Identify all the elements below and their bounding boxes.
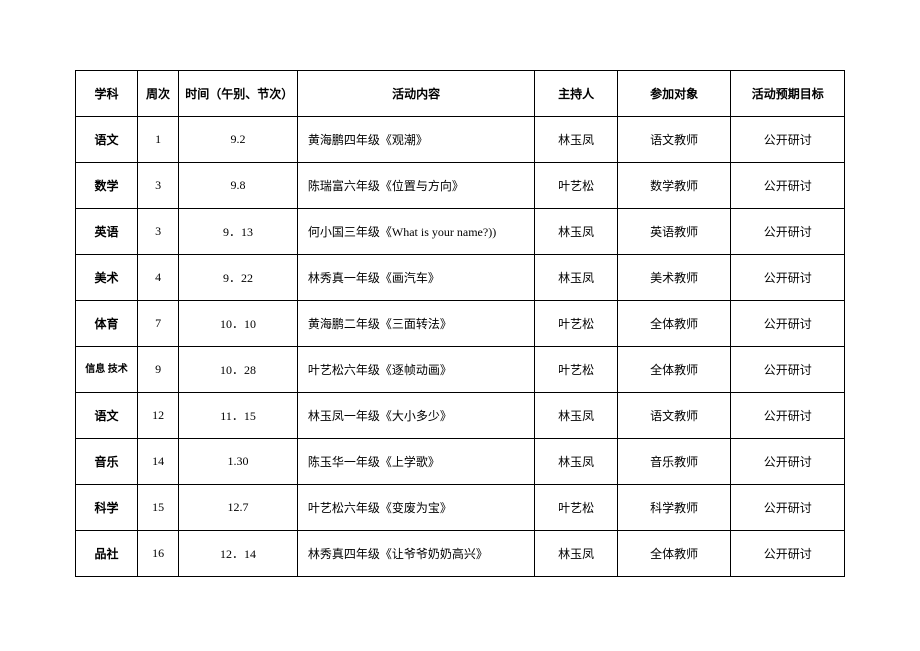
table-body: 语文 1 9.2 黄海鹏四年级《观潮》 林玉凤 语文教师 公开研讨 数学 3 9… [76, 117, 845, 577]
header-subject: 学科 [76, 71, 138, 117]
header-participant: 参加对象 [617, 71, 731, 117]
cell-goal: 公开研讨 [731, 117, 845, 163]
cell-week: 4 [137, 255, 178, 301]
cell-participant: 全体教师 [617, 301, 731, 347]
cell-goal: 公开研讨 [731, 163, 845, 209]
table-row: 语文 12 11．15 林玉凤一年级《大小多少》 林玉凤 语文教师 公开研讨 [76, 393, 845, 439]
cell-time: 9．22 [179, 255, 298, 301]
cell-subject: 体育 [76, 301, 138, 347]
cell-activity: 陈瑞富六年级《位置与方向》 [297, 163, 534, 209]
cell-week: 3 [137, 163, 178, 209]
table-row: 语文 1 9.2 黄海鹏四年级《观潮》 林玉凤 语文教师 公开研讨 [76, 117, 845, 163]
cell-goal: 公开研讨 [731, 393, 845, 439]
table-row: 英语 3 9．13 何小国三年级《What is your name?)) 林玉… [76, 209, 845, 255]
cell-activity: 林秀真一年级《画汽车》 [297, 255, 534, 301]
cell-subject: 信息 技术 [76, 347, 138, 393]
cell-week: 1 [137, 117, 178, 163]
cell-host: 林玉凤 [535, 393, 618, 439]
cell-goal: 公开研讨 [731, 255, 845, 301]
cell-activity: 林玉凤一年级《大小多少》 [297, 393, 534, 439]
cell-goal: 公开研讨 [731, 301, 845, 347]
cell-goal: 公开研讨 [731, 439, 845, 485]
cell-participant: 科学教师 [617, 485, 731, 531]
cell-host: 叶艺松 [535, 485, 618, 531]
cell-week: 9 [137, 347, 178, 393]
cell-goal: 公开研讨 [731, 531, 845, 577]
cell-goal: 公开研讨 [731, 347, 845, 393]
cell-week: 14 [137, 439, 178, 485]
cell-week: 3 [137, 209, 178, 255]
cell-time: 10．10 [179, 301, 298, 347]
cell-week: 15 [137, 485, 178, 531]
table-row: 科学 15 12.7 叶艺松六年级《变废为宝》 叶艺松 科学教师 公开研讨 [76, 485, 845, 531]
cell-host: 林玉凤 [535, 439, 618, 485]
cell-subject: 品社 [76, 531, 138, 577]
cell-time: 1.30 [179, 439, 298, 485]
header-activity: 活动内容 [297, 71, 534, 117]
cell-subject: 科学 [76, 485, 138, 531]
table-row: 美术 4 9．22 林秀真一年级《画汽车》 林玉凤 美术教师 公开研讨 [76, 255, 845, 301]
cell-participant: 全体教师 [617, 531, 731, 577]
header-host: 主持人 [535, 71, 618, 117]
cell-subject: 数学 [76, 163, 138, 209]
cell-participant: 美术教师 [617, 255, 731, 301]
table-row: 品社 16 12．14 林秀真四年级《让爷爷奶奶高兴》 林玉凤 全体教师 公开研… [76, 531, 845, 577]
cell-subject: 语文 [76, 393, 138, 439]
cell-subject: 英语 [76, 209, 138, 255]
cell-time: 12．14 [179, 531, 298, 577]
header-row: 学科 周次 时间（午别、节次） 活动内容 主持人 参加对象 活动预期目标 [76, 71, 845, 117]
cell-week: 16 [137, 531, 178, 577]
cell-subject: 美术 [76, 255, 138, 301]
cell-subject: 语文 [76, 117, 138, 163]
cell-time: 12.7 [179, 485, 298, 531]
cell-host: 林玉凤 [535, 531, 618, 577]
cell-activity: 何小国三年级《What is your name?)) [297, 209, 534, 255]
schedule-table: 学科 周次 时间（午别、节次） 活动内容 主持人 参加对象 活动预期目标 语文 … [75, 70, 845, 577]
table-row: 数学 3 9.8 陈瑞富六年级《位置与方向》 叶艺松 数学教师 公开研讨 [76, 163, 845, 209]
cell-week: 12 [137, 393, 178, 439]
cell-time: 9．13 [179, 209, 298, 255]
cell-participant: 语文教师 [617, 393, 731, 439]
cell-time: 11．15 [179, 393, 298, 439]
cell-activity: 叶艺松六年级《逐帧动画》 [297, 347, 534, 393]
cell-host: 叶艺松 [535, 347, 618, 393]
header-goal: 活动预期目标 [731, 71, 845, 117]
cell-participant: 英语教师 [617, 209, 731, 255]
cell-time: 10．28 [179, 347, 298, 393]
cell-time: 9.8 [179, 163, 298, 209]
cell-activity: 黄海鹏四年级《观潮》 [297, 117, 534, 163]
cell-activity: 陈玉华一年级《上学歌》 [297, 439, 534, 485]
table-row: 体育 7 10．10 黄海鹏二年级《三面转法》 叶艺松 全体教师 公开研讨 [76, 301, 845, 347]
cell-subject: 音乐 [76, 439, 138, 485]
cell-host: 叶艺松 [535, 163, 618, 209]
cell-activity: 林秀真四年级《让爷爷奶奶高兴》 [297, 531, 534, 577]
cell-participant: 全体教师 [617, 347, 731, 393]
cell-participant: 语文教师 [617, 117, 731, 163]
cell-time: 9.2 [179, 117, 298, 163]
cell-goal: 公开研讨 [731, 485, 845, 531]
table-row: 信息 技术 9 10．28 叶艺松六年级《逐帧动画》 叶艺松 全体教师 公开研讨 [76, 347, 845, 393]
cell-activity: 叶艺松六年级《变废为宝》 [297, 485, 534, 531]
cell-host: 林玉凤 [535, 209, 618, 255]
cell-host: 林玉凤 [535, 117, 618, 163]
header-week: 周次 [137, 71, 178, 117]
table-row: 音乐 14 1.30 陈玉华一年级《上学歌》 林玉凤 音乐教师 公开研讨 [76, 439, 845, 485]
header-time: 时间（午别、节次） [179, 71, 298, 117]
cell-activity: 黄海鹏二年级《三面转法》 [297, 301, 534, 347]
cell-participant: 数学教师 [617, 163, 731, 209]
cell-host: 叶艺松 [535, 301, 618, 347]
cell-week: 7 [137, 301, 178, 347]
cell-host: 林玉凤 [535, 255, 618, 301]
cell-participant: 音乐教师 [617, 439, 731, 485]
cell-goal: 公开研讨 [731, 209, 845, 255]
table-header: 学科 周次 时间（午别、节次） 活动内容 主持人 参加对象 活动预期目标 [76, 71, 845, 117]
